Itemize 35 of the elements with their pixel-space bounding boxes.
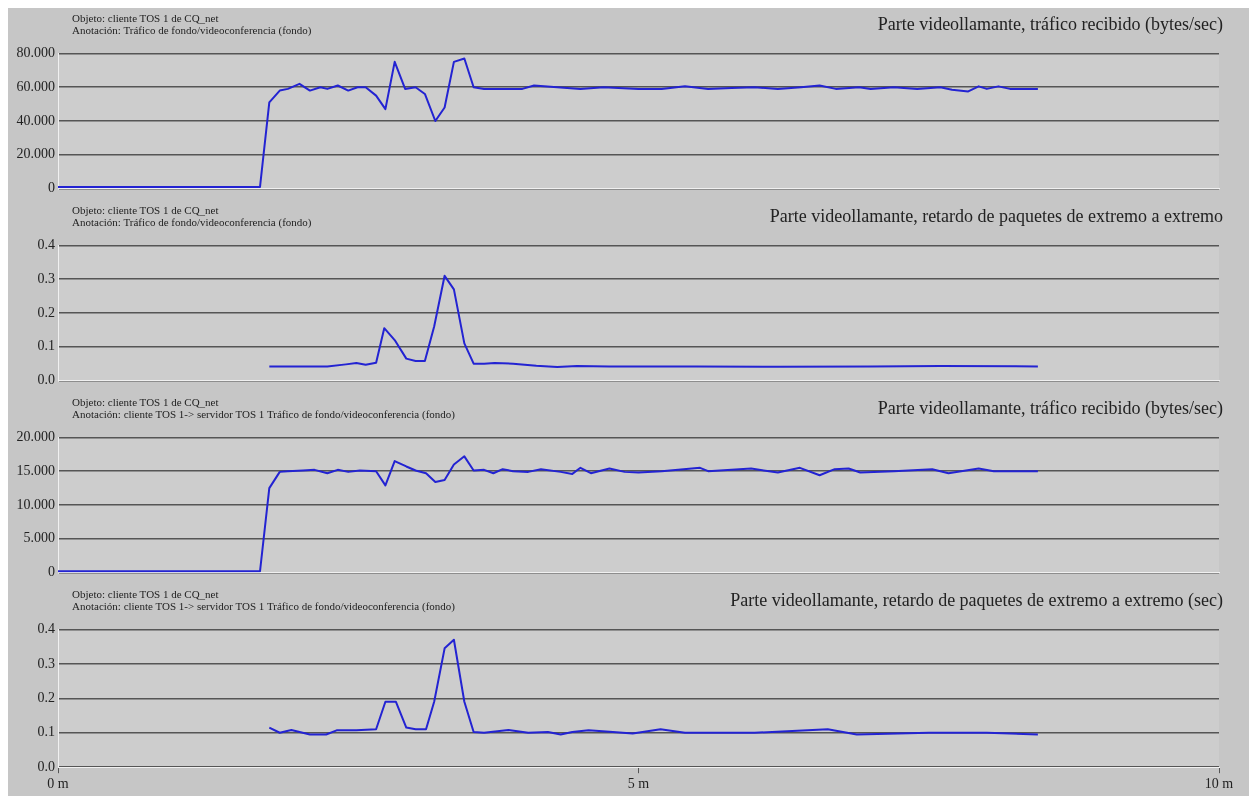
chart-title: Parte videollamante, tráfico recibido (bytes/sec) — [877, 398, 1223, 419]
y-tick-label: 10.000 — [16, 496, 55, 512]
chart-title: Parte videollamante, tráfico recibido (bytes/sec) — [877, 14, 1223, 35]
y-tick-label: 20.000 — [16, 146, 55, 162]
y-tick-label: 80.000 — [16, 45, 55, 61]
x-tick-label: 5 m — [627, 776, 650, 792]
y-tick-label: 20.000 — [16, 429, 55, 445]
text: Anotación: cliente TOS 1-> servidor TOS 1 Tráfico de fondo/videoconferencia (fondo) — [72, 600, 455, 612]
y-tick-label: 0.3 — [37, 270, 55, 286]
text: Anotación: Tráfico de fondo/videoconferencia (fondo) — [72, 24, 312, 36]
text: Anotación: Tráfico de fondo/videoconferencia (fondo) — [72, 216, 312, 228]
y-tick-label: 0.3 — [37, 655, 55, 671]
y-tick-label: 0 — [48, 564, 55, 580]
y-tick-label: 60.000 — [16, 78, 55, 94]
text: Objeto: cliente TOS 1 de CQ_net — [72, 588, 220, 600]
y-tick-label: 15.000 — [16, 462, 55, 478]
y-tick-label: 0.1 — [37, 338, 55, 354]
chart-title: Parte videollamante, retardo de paquetes de extremo a extremo (sec) — [730, 590, 1223, 611]
y-tick-label: 40.000 — [16, 112, 55, 128]
y-tick-label: 0.0 — [37, 758, 55, 774]
text: Objeto: cliente TOS 1 de CQ_net — [72, 12, 220, 24]
y-tick-label: 0.2 — [37, 304, 55, 320]
y-tick-label: 0.1 — [37, 724, 55, 740]
x-tick-label: 10 m — [1204, 776, 1234, 792]
x-tick-label: 0 m — [47, 776, 69, 792]
y-tick-label: 0.4 — [37, 237, 55, 253]
y-tick-label: 0.0 — [37, 372, 55, 388]
y-tick-label: 0 — [48, 180, 55, 196]
text: Objeto: cliente TOS 1 de CQ_net — [72, 396, 220, 408]
y-tick-label: 0.2 — [37, 689, 55, 705]
y-tick-label: 5.000 — [23, 530, 55, 546]
text: Anotación: cliente TOS 1-> servidor TOS 1 Tráfico de fondo/videoconferencia (fondo) — [72, 408, 455, 420]
text: Objeto: cliente TOS 1 de CQ_net — [72, 204, 220, 216]
chart-title: Parte videollamante, retardo de paquetes de extremo a extremo — [769, 206, 1223, 227]
y-tick-label: 0.4 — [37, 621, 55, 637]
